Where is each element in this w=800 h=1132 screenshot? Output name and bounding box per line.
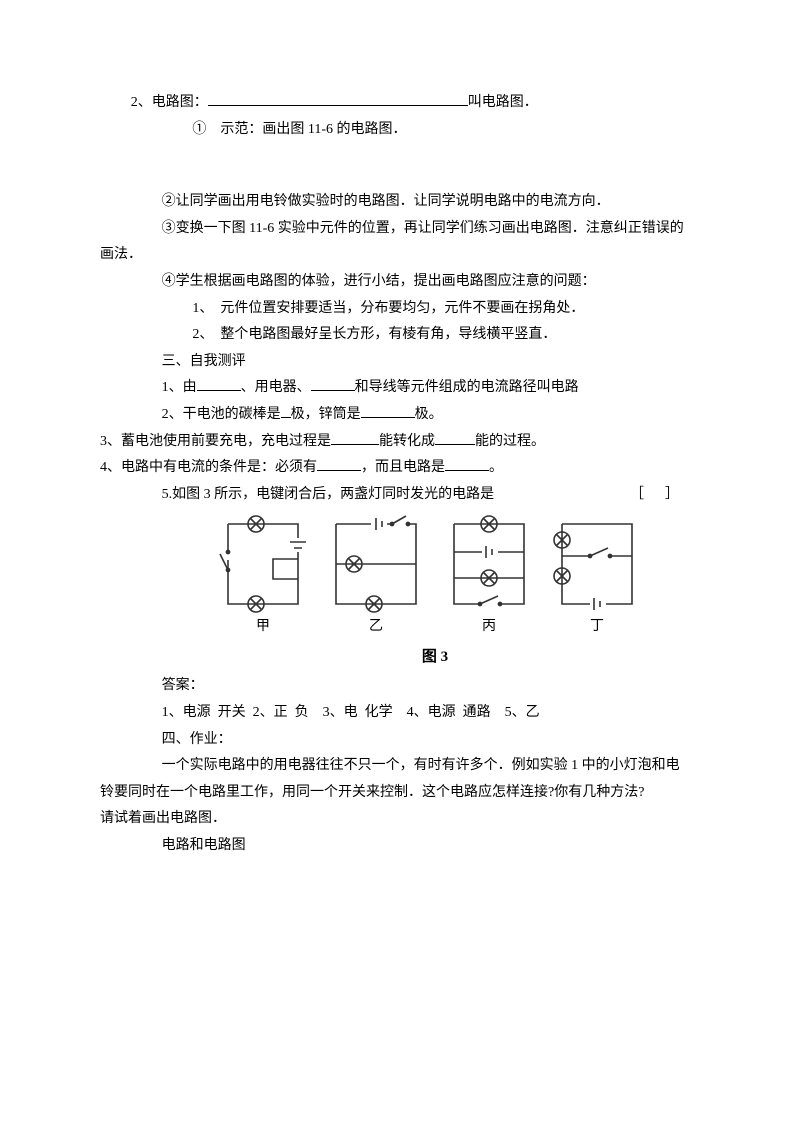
- txt: 叫电路图．: [468, 95, 538, 110]
- p-step3: ③变换一下图 11-6 实验中元件的位置，再让同学们练习画出电路图．注意纠正错误…: [100, 216, 700, 243]
- txt: 2、干电池的碳棒是: [162, 407, 281, 422]
- label-jia: 甲: [218, 614, 308, 641]
- txt: 能的过程。: [475, 434, 545, 449]
- blank: [208, 91, 468, 106]
- homework-1c: 请试着画出电路图．: [100, 806, 700, 833]
- figure-3: 甲 乙 丙 丁 图 3: [160, 514, 700, 671]
- gap: [100, 143, 700, 189]
- txt: 能转化成: [379, 434, 435, 449]
- blank: [281, 403, 291, 418]
- section-3-heading: 三、自我测评: [100, 349, 700, 376]
- txt: 2、电路图：: [131, 95, 208, 110]
- label-yi: 乙: [326, 614, 426, 641]
- txt: 极，锌筒是: [291, 407, 361, 422]
- q3: 3、蓄电池使用前要充电，充电过程是 能转化成 能的过程。: [100, 429, 700, 456]
- circuit-bing: [444, 514, 534, 614]
- q5: 5.如图 3 所示，电键闭合后，两盏灯同时发光的电路是 ［］: [100, 482, 700, 509]
- blank: [317, 456, 361, 471]
- q4: 4、电路中有电流的条件是：必须有 ，而且电路是 。: [100, 455, 700, 482]
- txt: 极。: [415, 407, 443, 422]
- q1: 1、由 、用电器、 和导线等元件组成的电流路径叫电路: [100, 375, 700, 402]
- section-4-heading: 四、作业：: [100, 727, 700, 754]
- p-demo: ① 示范：画出图 11-6 的电路图．: [100, 117, 700, 144]
- txt: 1、由: [162, 380, 197, 395]
- txt: 和导线等元件组成的电流路径叫电路: [355, 380, 579, 395]
- p-step2: ②让同学画出用电铃做实验时的电路图．让同学说明电路中的电流方向．: [100, 189, 700, 216]
- label-ding: 丁: [552, 614, 642, 641]
- txt: 3、蓄电池使用前要充电，充电过程是: [100, 434, 331, 449]
- blank: [311, 376, 355, 391]
- homework-2: 电路和电路图: [100, 833, 700, 860]
- txt: 、用电器、: [241, 380, 311, 395]
- label-bing: 丙: [444, 614, 534, 641]
- p-circuit-def: 2、电路图： 叫电路图．: [100, 90, 700, 117]
- blank: [435, 429, 475, 444]
- circuit-jia: [218, 514, 308, 614]
- blank: [361, 403, 415, 418]
- circuit-labels: 甲 乙 丙 丁: [218, 614, 642, 641]
- homework-1: 一个实际电路中的用电器往往不只一个，有时有许多个．例如实验 1 中的小灯泡和电: [100, 753, 700, 780]
- p-step4: ④学生根据画电路图的体验，进行小结，提出画电路图应注意的问题：: [100, 269, 700, 296]
- blank: [197, 376, 241, 391]
- txt: 。: [489, 460, 503, 475]
- blank: [445, 456, 489, 471]
- blank: [331, 429, 379, 444]
- answers: 1、电源 开关 2、正 负 3、电 化学 4、电源 通路 5、乙: [100, 700, 700, 727]
- circuit-yi: [326, 514, 426, 614]
- txt: 5.如图 3 所示，电键闭合后，两盏灯同时发光的电路是: [162, 487, 495, 502]
- circuit-ding: [552, 514, 642, 614]
- p-step3b: 画法．: [100, 242, 700, 269]
- figure-caption: 图 3: [160, 643, 700, 672]
- q2: 2、干电池的碳棒是极，锌筒是 极。: [100, 402, 700, 429]
- p-note1: 1、 元件位置安排要适当，分布要均匀，元件不要画在拐角处．: [100, 296, 700, 323]
- homework-1b: 铃要同时在一个电路里工作，用同一个开关来控制．这个电路应怎样连接?你有几种方法?: [100, 780, 700, 807]
- txt: 4、电路中有电流的条件是：必须有: [100, 460, 317, 475]
- answers-heading: 答案：: [100, 673, 700, 700]
- answer-bracket: ［］: [630, 482, 700, 509]
- p-note2: 2、 整个电路图最好呈长方形，有棱有角，导线横平竖直．: [100, 322, 700, 349]
- circuit-row: [218, 514, 642, 614]
- txt: ，而且电路是: [361, 460, 445, 475]
